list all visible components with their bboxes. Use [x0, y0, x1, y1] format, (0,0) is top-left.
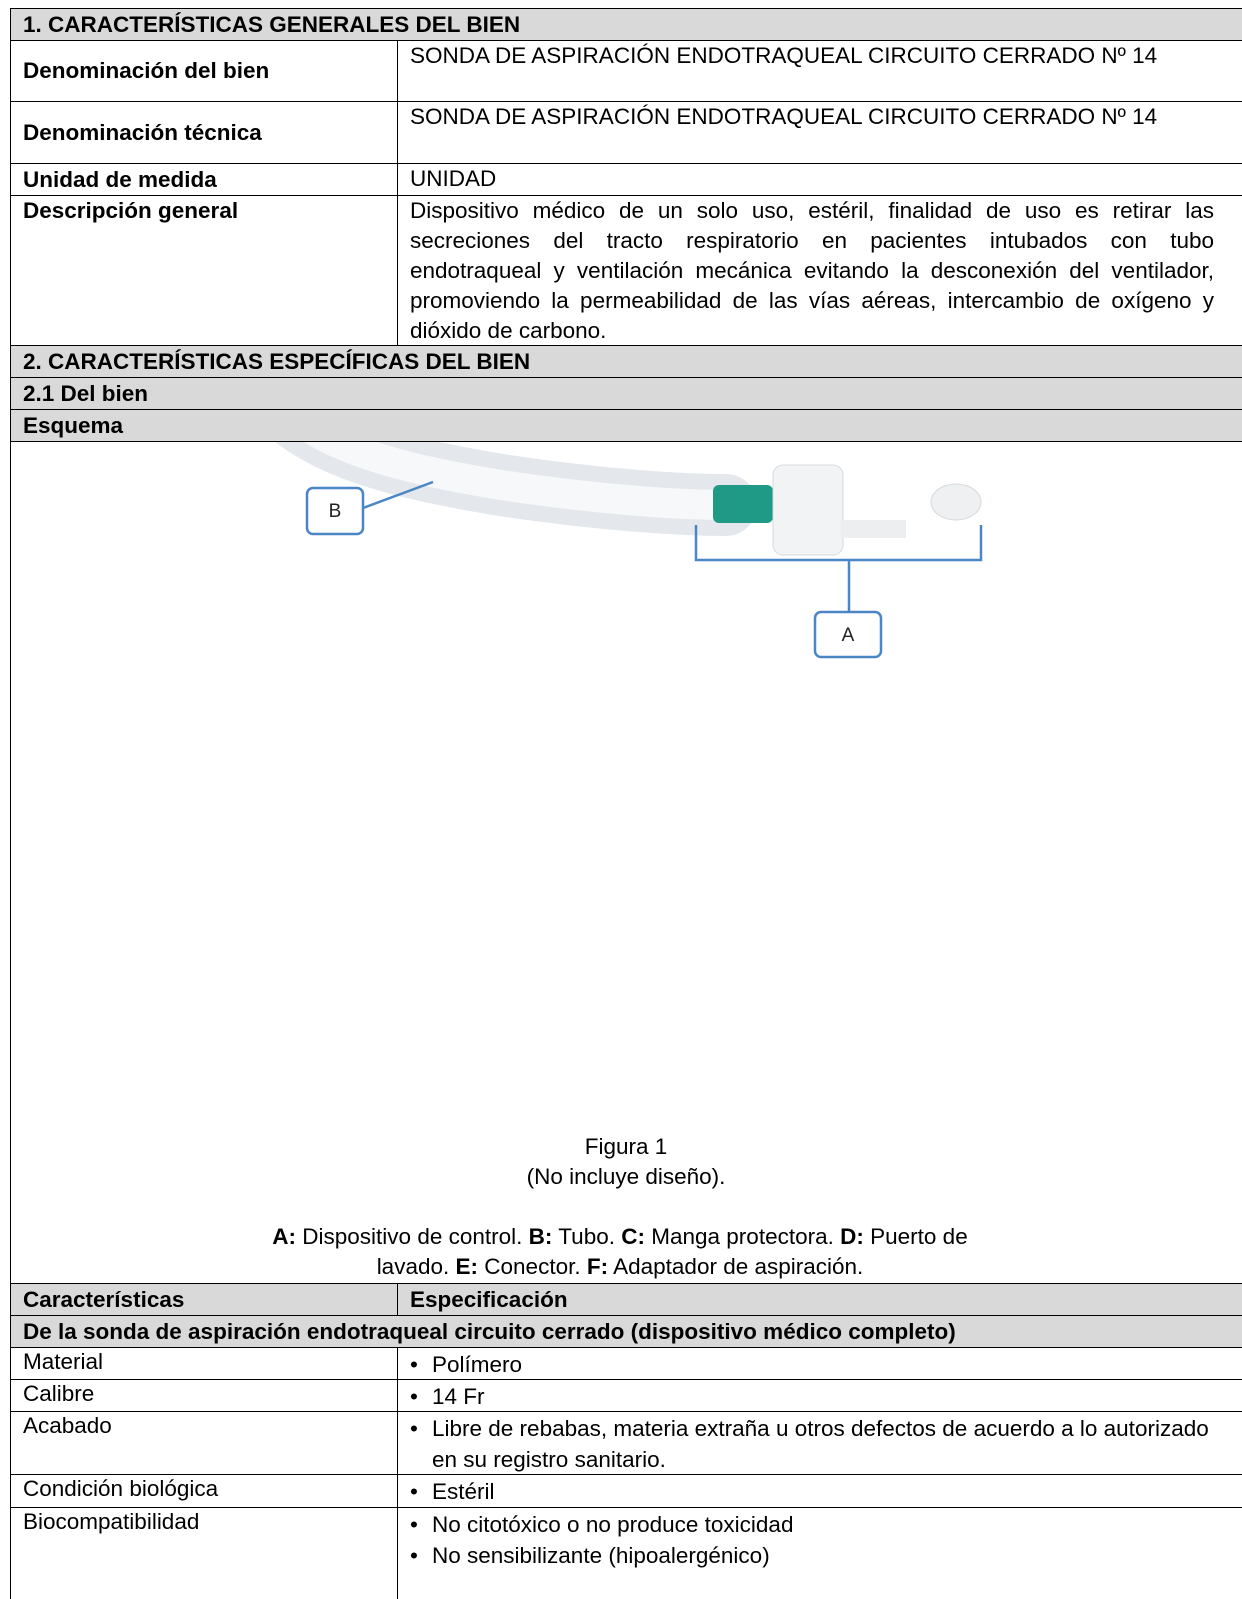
figure-label: A — [842, 625, 855, 646]
leader — [362, 480, 434, 510]
legend-text: Puerto de lavado. — [376, 1224, 968, 1279]
legend-text: Tubo. — [558, 1224, 615, 1249]
label-box — [813, 610, 883, 659]
control-device — [772, 464, 844, 556]
legend-text: Conector. — [484, 1254, 581, 1279]
spec-group: De la sonda de aspiración endotraqueal c… — [10, 1315, 1242, 1348]
table-header: Características — [10, 1283, 398, 1316]
bullet-list: Estéril — [410, 1476, 1221, 1507]
spec-label: Condición biológica — [10, 1474, 398, 1508]
row-label: Denominación técnica — [10, 101, 398, 164]
bullet-list: Libre de rebabas, materia extraña u otro… — [410, 1413, 1221, 1474]
legend-key: D: — [840, 1224, 864, 1249]
tube-core — [303, 442, 727, 520]
row-label: Unidad de medida — [10, 163, 398, 196]
table-header: Especificación — [397, 1283, 1242, 1316]
cap — [930, 483, 982, 521]
figure-legend: A: Dispositivo de control. B: Tubo. C: M… — [255, 1222, 985, 1282]
figure-note: (No incluye diseño). — [526, 1164, 726, 1189]
spec-value: 14 Fr — [397, 1379, 1242, 1412]
bullet-list: No citotóxico o no produce toxicidadNo s… — [410, 1509, 1221, 1571]
legend-key: F: — [586, 1254, 609, 1279]
section-title: 2. CARACTERÍSTICAS ESPECÍFICAS DEL BIEN — [10, 345, 1242, 378]
spec-value: No citotóxico o no produce toxicidadNo s… — [397, 1507, 1242, 1599]
legend-key: C: — [621, 1224, 645, 1249]
figure-label: B — [329, 501, 342, 522]
row-value: Dispositivo médico de un solo uso, estér… — [397, 195, 1242, 346]
bullet-item: Estéril — [410, 1476, 1221, 1507]
row-value: UNIDAD — [397, 163, 1242, 196]
connector-green — [713, 485, 773, 523]
bullet-list: Polímero — [410, 1349, 1221, 1379]
spec-label: Calibre — [10, 1379, 398, 1412]
bullet-item: No sensibilizante (hipoalergénico) — [410, 1540, 1221, 1571]
legend-text: Adaptador de aspiración. — [613, 1254, 864, 1279]
figure-cell: A B C D E F — [10, 441, 1242, 1284]
legend-text: Manga protectora. — [651, 1224, 834, 1249]
figure-caption: Figura 1 — [584, 1134, 668, 1159]
bullet-list: 14 Fr — [410, 1381, 1221, 1411]
spec-value: Estéril — [397, 1474, 1242, 1508]
bracket — [694, 525, 983, 612]
legend-key: B: — [528, 1224, 553, 1249]
bullet-item: 14 Fr — [410, 1381, 1221, 1411]
legend-key: A: — [272, 1224, 297, 1249]
spec-label: Biocompatibilidad — [10, 1507, 398, 1599]
bullet-item: No citotóxico o no produce toxicidad — [410, 1509, 1221, 1540]
row-label: Denominación del bien — [10, 40, 398, 102]
spec-value: Libre de rebabas, materia extraña u otro… — [397, 1411, 1242, 1475]
spec-label: Acabado — [10, 1411, 398, 1475]
legend-key: E: — [455, 1254, 479, 1279]
section-title: 1. CARACTERÍSTICAS GENERALES DEL BIEN — [10, 8, 1242, 41]
row-label: Descripción general — [10, 195, 398, 346]
row-value: SONDA DE ASPIRACIÓN ENDOTRAQUEAL CIRCUIT… — [397, 40, 1242, 102]
bullet-item: Polímero — [410, 1349, 1221, 1379]
figure: A B C D E F — [275, 442, 983, 659]
spec-value: Polímero — [397, 1347, 1242, 1380]
legend-text: Dispositivo de control. — [302, 1224, 523, 1249]
spec-label: Material — [10, 1347, 398, 1380]
row-value: SONDA DE ASPIRACIÓN ENDOTRAQUEAL CIRCUIT… — [397, 101, 1242, 164]
bullet-item: Libre de rebabas, materia extraña u otro… — [410, 1413, 1221, 1474]
label-box — [305, 486, 365, 536]
valve — [841, 520, 906, 538]
scheme-title: Esquema — [10, 409, 1242, 442]
subsection-title: 2.1 Del bien — [10, 377, 1242, 410]
